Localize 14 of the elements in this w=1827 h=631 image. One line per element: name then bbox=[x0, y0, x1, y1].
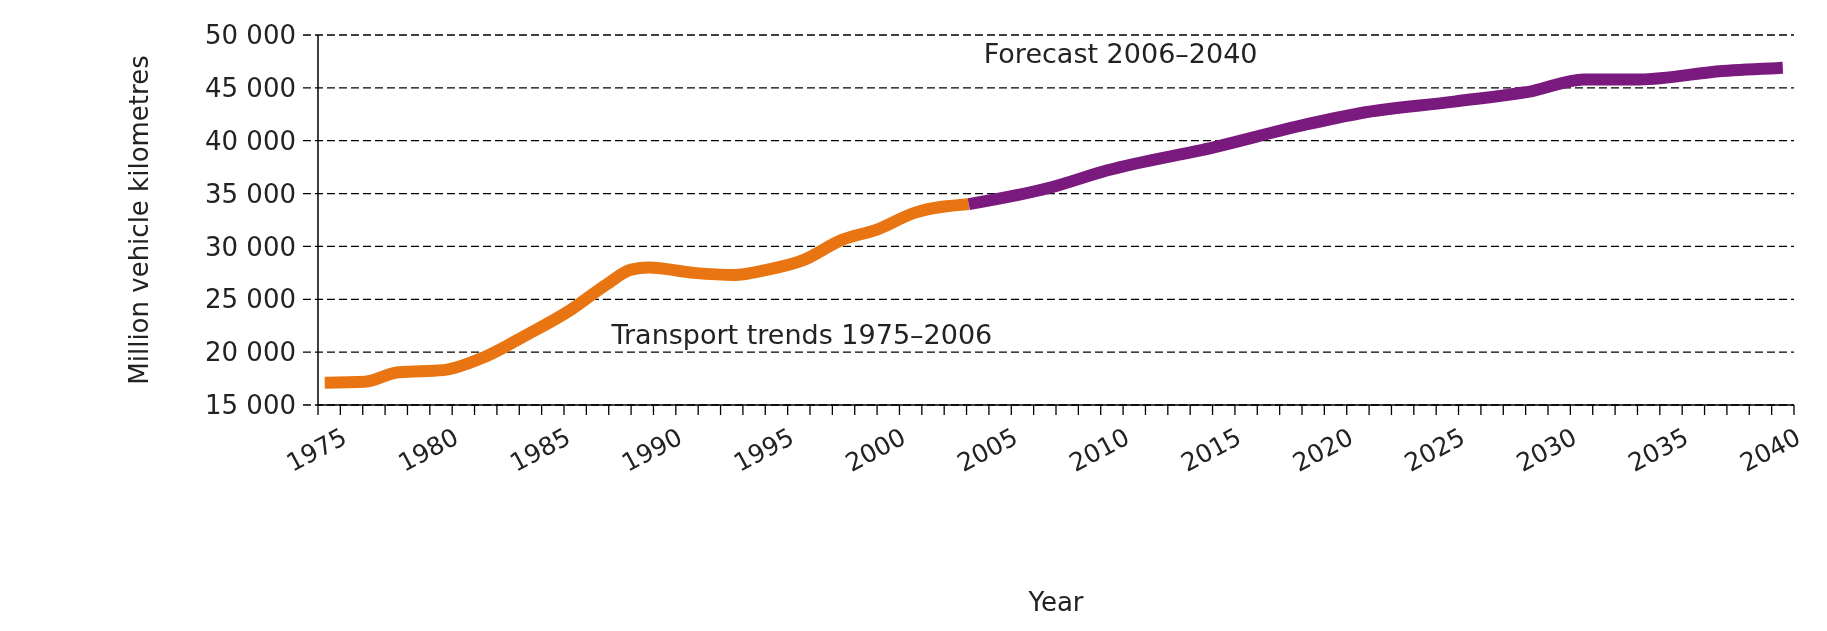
y-tick-label: 35 000 bbox=[205, 178, 296, 209]
x-tick-label: 1980 bbox=[393, 422, 464, 478]
y-tick-label: 25 000 bbox=[205, 284, 296, 315]
x-tick-label: 1990 bbox=[617, 422, 687, 478]
text: Forecast 2006–2040 bbox=[983, 38, 1258, 69]
series-label: Transport trends 1975–2006 bbox=[610, 319, 993, 351]
x-axis-title: Year bbox=[1027, 587, 1084, 617]
y-tick-label: 20 000 bbox=[205, 337, 296, 368]
y-tick-label: 50 000 bbox=[205, 20, 296, 51]
y-tick-label: 15 000 bbox=[205, 390, 296, 421]
y-axis-title: Million vehicle kilometres bbox=[124, 55, 154, 385]
y-tick-label: 40 000 bbox=[205, 125, 296, 156]
y-tick-label: 45 000 bbox=[205, 72, 296, 103]
y-tick-label: 30 000 bbox=[205, 231, 296, 262]
